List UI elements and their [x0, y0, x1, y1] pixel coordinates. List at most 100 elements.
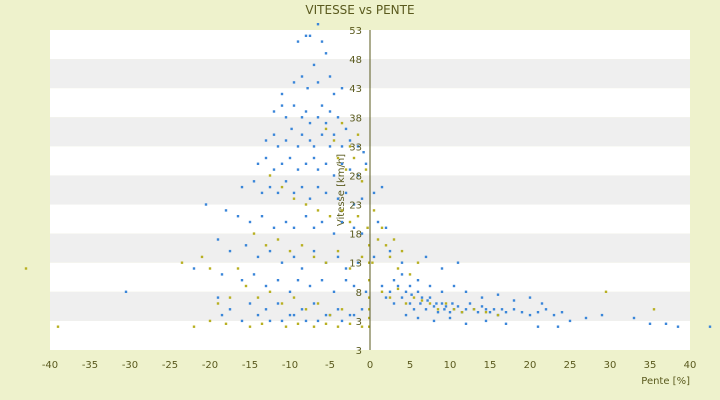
data-point — [456, 305, 460, 308]
data-point — [428, 302, 432, 305]
data-point — [568, 319, 572, 323]
data-point — [440, 290, 444, 293]
data-point — [436, 311, 440, 314]
data-point — [304, 203, 308, 206]
x-tick-label: 35 — [644, 360, 657, 371]
data-point — [228, 296, 232, 299]
data-point — [428, 296, 432, 299]
data-point — [372, 191, 376, 195]
data-point — [336, 116, 340, 119]
data-point — [344, 279, 348, 282]
data-point — [192, 325, 196, 328]
data-point — [520, 311, 524, 314]
data-point — [124, 290, 128, 293]
data-point — [216, 296, 220, 299]
data-point — [556, 325, 560, 328]
data-point — [208, 319, 212, 323]
data-point — [268, 249, 272, 253]
data-point — [348, 168, 352, 171]
data-point — [400, 273, 404, 276]
data-point — [380, 290, 384, 293]
data-point — [366, 226, 369, 229]
data-point — [292, 313, 296, 317]
data-point — [284, 325, 288, 328]
data-point — [268, 290, 272, 293]
data-point — [432, 305, 436, 308]
data-point — [312, 302, 316, 305]
data-point — [324, 52, 328, 55]
data-point — [316, 116, 320, 119]
data-point — [256, 255, 260, 259]
data-point — [332, 174, 336, 177]
data-point — [368, 261, 371, 264]
data-point — [412, 308, 416, 311]
data-point — [312, 249, 316, 253]
data-point — [600, 313, 604, 317]
data-point — [304, 110, 308, 113]
data-point — [264, 244, 268, 247]
data-point — [320, 220, 324, 224]
data-point — [360, 325, 364, 328]
data-point — [376, 238, 380, 241]
data-point — [368, 296, 371, 299]
data-point — [256, 313, 260, 317]
data-point — [312, 156, 316, 160]
data-point — [424, 255, 428, 259]
data-point — [288, 156, 292, 160]
data-point — [392, 279, 396, 282]
data-point — [380, 284, 384, 288]
data-point — [432, 319, 436, 323]
data-point — [676, 325, 680, 328]
data-point — [356, 261, 360, 264]
data-point — [340, 319, 344, 323]
data-point — [488, 311, 492, 314]
data-point — [332, 232, 336, 235]
data-point — [560, 311, 564, 314]
data-point — [435, 302, 438, 305]
x-tick-label: -35 — [82, 360, 98, 371]
data-point — [472, 308, 476, 311]
data-point — [500, 308, 504, 311]
data-point — [632, 316, 636, 320]
data-point — [348, 267, 352, 270]
data-point — [340, 145, 344, 148]
data-point — [292, 296, 296, 299]
data-point — [240, 279, 244, 282]
y-tick-label: 8 — [356, 288, 362, 299]
data-point — [540, 302, 544, 305]
data-point — [292, 226, 296, 229]
data-point — [464, 290, 468, 293]
data-point — [320, 104, 324, 107]
data-point — [408, 302, 412, 305]
data-point — [320, 279, 324, 282]
data-point — [452, 284, 456, 288]
data-point — [552, 313, 556, 317]
data-point — [252, 180, 256, 183]
data-point — [460, 311, 464, 314]
data-point — [396, 267, 400, 270]
data-point — [404, 290, 408, 293]
data-point — [436, 308, 440, 311]
data-point — [392, 302, 396, 305]
data-point — [332, 133, 336, 136]
data-point — [443, 308, 446, 311]
x-tick-label: 40 — [684, 360, 697, 371]
data-point — [352, 203, 356, 206]
data-point — [224, 322, 228, 325]
data-point — [344, 168, 348, 171]
data-point — [528, 313, 532, 317]
data-point — [316, 319, 320, 323]
data-point — [284, 220, 288, 224]
data-point — [268, 185, 272, 189]
data-point — [456, 261, 460, 264]
data-point — [544, 308, 548, 311]
data-point — [464, 322, 468, 325]
data-point — [306, 87, 309, 90]
data-point — [496, 313, 500, 317]
data-point — [248, 220, 252, 224]
data-point — [356, 174, 360, 177]
data-point — [260, 322, 264, 325]
data-point — [236, 267, 240, 270]
data-point — [228, 249, 232, 253]
x-tick-label: -5 — [325, 360, 335, 371]
